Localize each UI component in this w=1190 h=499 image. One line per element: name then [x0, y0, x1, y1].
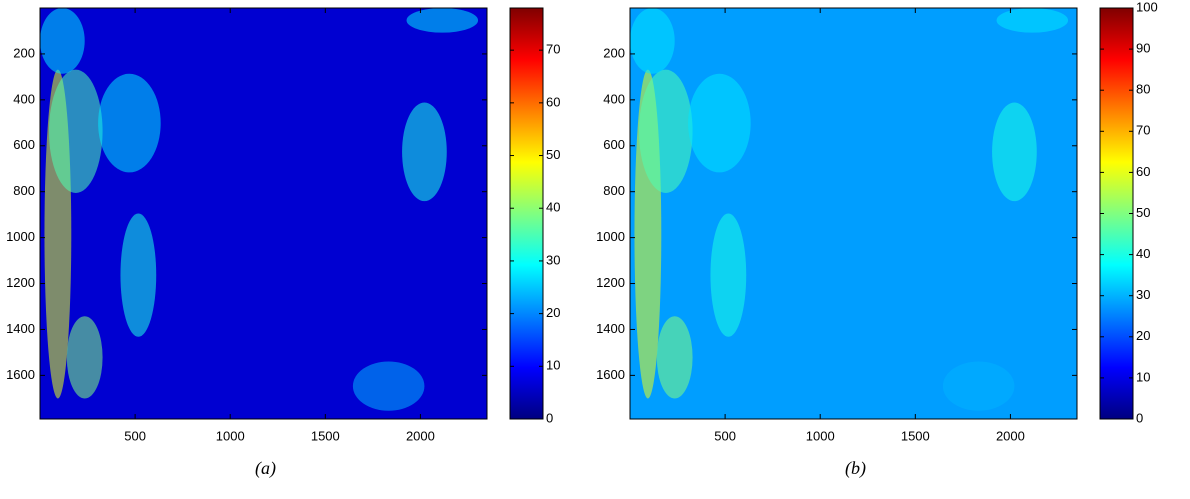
x-tick-label: 1500 — [311, 428, 340, 443]
colorbar-tick-label: 60 — [546, 94, 560, 109]
image-feature — [996, 8, 1069, 33]
y-tick-label: 1400 — [6, 321, 35, 336]
colorbar-tick-label: 10 — [1136, 369, 1150, 384]
y-tick-label: 1000 — [596, 229, 625, 244]
colorbar-tick-label: 90 — [1136, 41, 1150, 56]
caption: (b) — [845, 458, 866, 479]
x-tick-label: 500 — [714, 428, 736, 443]
image-feature — [630, 8, 675, 74]
colorbar-tick-label: 30 — [1136, 287, 1150, 302]
y-tick-label: 1200 — [6, 275, 35, 290]
x-tick-label: 500 — [124, 428, 146, 443]
colorbar-tick-label: 70 — [1136, 123, 1150, 138]
x-tick-label: 1000 — [806, 428, 835, 443]
y-tick-label: 200 — [603, 45, 625, 60]
image-feature — [406, 8, 479, 33]
image-feature — [120, 213, 157, 337]
colorbar-tick-label: 50 — [546, 147, 560, 162]
caption: (a) — [255, 458, 276, 479]
x-tick-label: 2000 — [996, 428, 1025, 443]
colorbar-tick-label: 50 — [1136, 205, 1150, 220]
y-tick-label: 1000 — [6, 229, 35, 244]
colorbar-tick-label: 10 — [546, 358, 560, 373]
y-tick-label: 200 — [13, 45, 35, 60]
colorbar — [509, 7, 544, 420]
image-feature — [40, 8, 85, 74]
y-tick-label: 600 — [13, 137, 35, 152]
colorbar-tick-label: 40 — [1136, 246, 1150, 261]
image-feature — [992, 102, 1037, 202]
y-tick-label: 400 — [13, 91, 35, 106]
image-feature — [710, 213, 747, 337]
colorbar-tick-label: 70 — [546, 42, 560, 57]
y-tick-label: 1600 — [596, 367, 625, 382]
x-tick-label: 2000 — [406, 428, 435, 443]
image-feature — [656, 316, 693, 399]
heatmap-image — [630, 8, 1077, 419]
y-tick-label: 800 — [603, 183, 625, 198]
y-tick-label: 600 — [603, 137, 625, 152]
colorbar-tick-label: 0 — [1136, 410, 1143, 425]
image-feature — [402, 102, 447, 202]
colorbar-tick-label: 80 — [1136, 82, 1150, 97]
image-feature — [638, 69, 693, 193]
y-tick-label: 1600 — [6, 367, 35, 382]
y-tick-label: 1200 — [596, 275, 625, 290]
colorbar-tick-label: 30 — [546, 252, 560, 267]
image-feature — [48, 69, 103, 193]
colorbar-tick-label: 0 — [546, 410, 553, 425]
plot-frame — [39, 7, 488, 420]
colorbar-tick-label: 100 — [1136, 0, 1158, 14]
colorbar-tick-label: 60 — [1136, 164, 1150, 179]
colorbar-tick-label: 20 — [1136, 328, 1150, 343]
colorbar — [1099, 7, 1134, 420]
image-feature — [66, 316, 103, 399]
image-feature — [352, 361, 425, 411]
colorbar-tick-label: 40 — [546, 200, 560, 215]
x-tick-label: 1000 — [216, 428, 245, 443]
heatmap-image — [40, 8, 487, 419]
x-tick-label: 1500 — [901, 428, 930, 443]
colorbar-tick-label: 20 — [546, 305, 560, 320]
image-feature — [98, 73, 161, 173]
image-feature — [688, 73, 751, 173]
y-tick-label: 800 — [13, 183, 35, 198]
y-tick-label: 1400 — [596, 321, 625, 336]
plot-frame — [629, 7, 1078, 420]
image-feature — [942, 361, 1015, 411]
y-tick-label: 400 — [603, 91, 625, 106]
